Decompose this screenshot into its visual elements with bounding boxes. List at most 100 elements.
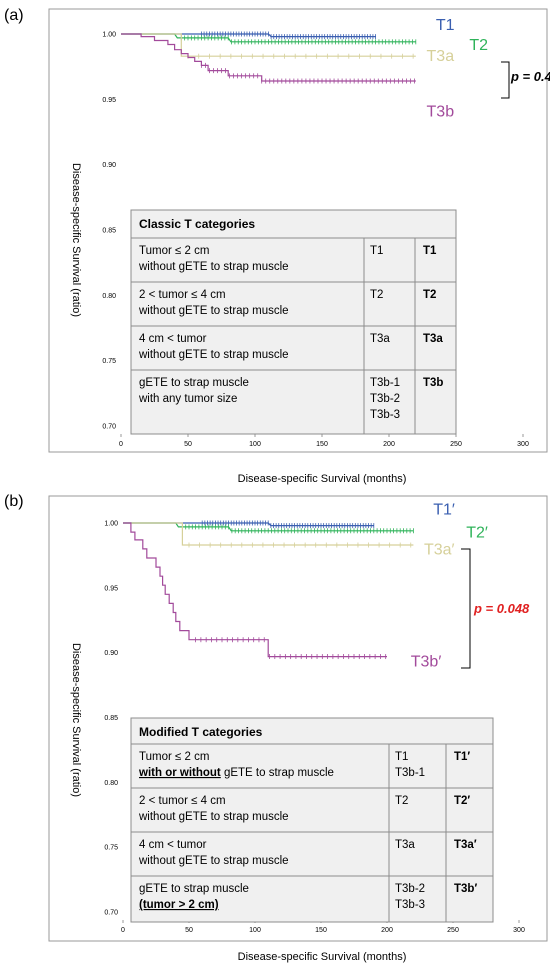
panel-a-table-row-0-desc-1: without gETE to strap muscle: [138, 261, 289, 273]
panel-a-censor-marks-3: [200, 62, 415, 84]
panel-b-curve-2: [123, 522, 414, 546]
panel-b: (b) 0.70 0.75 0.80 0.85 0.90 0.95 1.00 0 50 100 1…: [4, 493, 548, 963]
panel-a-table-box: [130, 209, 457, 435]
panel-a-x-tick-4: 200: [383, 441, 395, 448]
panel-a-y-tick-4: 0.90: [102, 162, 116, 169]
panel-a-table-row-0-desc-0: Tumor ≤ 2 cm: [139, 245, 209, 257]
panel-b-x-tick-2: 100: [249, 927, 261, 934]
panel-b-table-row-0-category: T1′: [454, 751, 470, 763]
panel-a-x-tick-5: 250: [450, 441, 462, 448]
panel-a-table-row-1-category: T2: [423, 289, 436, 301]
panel-b-table-row-3-category: T3b′: [454, 883, 477, 895]
panel-a-series-labels: T1 T2 T3a T3b: [427, 17, 489, 120]
panel-b-curves: [123, 520, 414, 660]
panel-b-table: Modified T categories Tumor ≤ 2 cm with or…: [130, 717, 494, 923]
panel-a-curves: [121, 31, 417, 84]
panel-b-pvalue: p = 0.048: [473, 601, 530, 616]
panel-a-table-row-0-code-0: T1: [370, 245, 383, 257]
panel-b-frame: [48, 495, 548, 942]
panel-a-curve-0: [121, 33, 376, 38]
panel-b-y-tick-4: 0.90: [104, 650, 118, 657]
panel-a-frame: [48, 8, 548, 453]
panel-b-table-row-0-desc-1: with or without gETE to strap muscle: [138, 767, 334, 779]
panel-b-censor-marks-1: [181, 524, 414, 534]
panel-b-x-tick-3: 150: [315, 927, 327, 934]
panel-b-censor-marks-2: [188, 542, 412, 548]
panel-a-table-row-2-desc-1: without gETE to strap muscle: [138, 349, 289, 361]
panel-a-table-row-2-desc-0: 4 cm < tumor: [139, 333, 207, 345]
panel-b-table-row-2-category: T3a′: [454, 839, 477, 851]
panel-a-series-label-2: T3a: [427, 48, 455, 65]
panel-a-pvalue: p = 0.493: [510, 69, 550, 84]
panel-b-censor-marks-0: [201, 520, 375, 529]
panel-b-label: (b): [4, 493, 24, 510]
panel-b-table-row-2-desc-0: 4 cm < tumor: [139, 839, 207, 851]
panel-b-table-row-0-desc-0: Tumor ≤ 2 cm: [139, 751, 209, 763]
panel-a-censor-marks-0: [200, 31, 377, 40]
panel-b-table-row-2-desc-1: without gETE to strap muscle: [138, 855, 289, 867]
panel-a: (a) 0.70 0.75 0.80 0.85 0.90 0.95 1.00 0 50 100 1…: [4, 7, 550, 485]
panel-b-table-box: [130, 717, 494, 923]
panel-b-series-label-2: T3a′: [424, 541, 455, 558]
panel-a-table-row-2-code-0: T3a: [370, 333, 390, 345]
panel-a-censor-marks-1: [180, 35, 417, 45]
panel-b-y-tick-0: 0.70: [104, 910, 118, 917]
panel-b-x-tick-1: 50: [185, 927, 193, 934]
panel-a-y-tick-3: 0.85: [102, 228, 116, 235]
panel-a-table-row-3-desc-0: gETE to strap muscle: [139, 377, 249, 389]
panel-b-y-axis-title: Disease-specific Survival (ratio): [70, 643, 82, 797]
panel-b-y-tick-3: 0.85: [104, 715, 118, 722]
panel-b-censor-marks-3: [195, 637, 387, 660]
panel-a-y-axis-title: Disease-specific Survival (ratio): [70, 163, 82, 317]
panel-b-table-row-1-code-0: T2: [395, 795, 408, 807]
panel-b-series-label-3: T3b′: [411, 654, 442, 671]
panel-a-y-tick-5: 0.95: [102, 97, 116, 104]
panel-b-series-labels: T1′ T2′ T3a′ T3b′: [411, 501, 488, 670]
panel-b-x-tick-6: 300: [513, 927, 525, 934]
panel-a-pvalue-bracket: [501, 61, 510, 99]
panel-a-series-label-1: T2: [469, 37, 488, 54]
panel-b-table-row-0-code-0: T1: [395, 751, 408, 763]
panel-b-curve-3: [123, 522, 387, 658]
panel-a-table-row-3-code-0: T3b-1: [370, 377, 400, 389]
panel-a-x-tick-3: 150: [316, 441, 328, 448]
panel-b-table-row-1-desc-1: without gETE to strap muscle: [138, 811, 289, 823]
panel-a-curve-3: [121, 33, 416, 82]
panel-a-x-tick-1: 50: [184, 441, 192, 448]
panel-a-table: Classic T categories Tumor ≤ 2 cm without …: [130, 209, 457, 435]
panel-b-x-tick-4: 200: [381, 927, 393, 934]
panel-a-y-tick-1: 0.75: [102, 358, 116, 365]
panel-a-curve-2: [121, 33, 416, 57]
panel-a-x-ticks: 0 50 100 150 200 250 300: [119, 434, 529, 448]
panel-a-series-label-0: T1: [436, 17, 455, 34]
panel-a-series-label-3: T3b: [427, 103, 455, 120]
panel-b-series-label-1: T2′: [466, 524, 488, 541]
panel-b-pvalue-bracket: [461, 548, 471, 669]
panel-b-x-tick-5: 250: [447, 927, 459, 934]
panel-a-table-row-1-desc-1: without gETE to strap muscle: [138, 305, 289, 317]
panel-a-y-tick-2: 0.80: [102, 293, 116, 300]
panel-b-y-tick-6: 1.00: [104, 521, 118, 528]
panel-b-table-row-3-desc-1: (tumor > 2 cm): [139, 899, 219, 911]
panel-a-table-row-1-code-0: T2: [370, 289, 383, 301]
panel-a-table-row-3-desc-1: with any tumor size: [138, 393, 237, 405]
panel-a-x-axis-title: Disease-specific Survival (months): [238, 473, 407, 485]
panel-a-x-tick-0: 0: [119, 441, 123, 448]
panel-b-table-title: Modified T categories: [139, 725, 263, 739]
panel-b-y-tick-2: 0.80: [104, 780, 118, 787]
panel-b-y-ticks: 0.70 0.75 0.80 0.85 0.90 0.95 1.00: [104, 521, 118, 917]
panel-a-table-row-3-code-1: T3b-2: [370, 393, 400, 405]
panel-b-curve-0: [123, 522, 374, 527]
panel-b-table-row-1-category: T2′: [454, 795, 470, 807]
panel-b-series-label-0: T1′: [433, 501, 455, 518]
panel-b-x-axis-title: Disease-specific Survival (months): [238, 951, 407, 963]
panel-a-x-tick-2: 100: [249, 441, 261, 448]
panel-b-y-tick-5: 0.95: [104, 585, 118, 592]
panel-b-table-row-3-desc-0: gETE to strap muscle: [139, 883, 249, 895]
panel-b-x-tick-0: 0: [121, 927, 125, 934]
panel-a-x-tick-6: 300: [517, 441, 529, 448]
panel-a-table-row-2-category: T3a: [423, 333, 443, 345]
panel-a-table-row-0-category: T1: [423, 245, 437, 257]
